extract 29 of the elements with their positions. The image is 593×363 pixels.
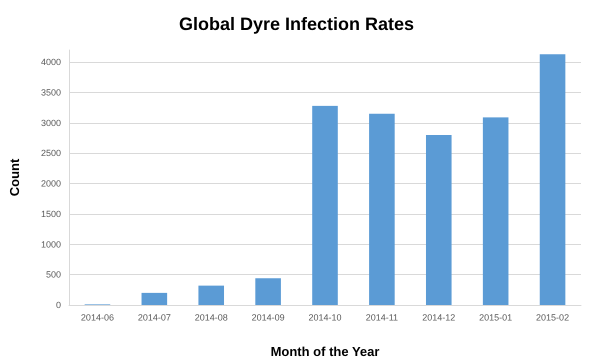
bar (369, 114, 395, 305)
y-tick-label: 1500 (40, 208, 61, 219)
y-tick-label: 2000 (40, 178, 61, 189)
bar (482, 117, 508, 305)
bar (255, 278, 281, 305)
x-tick-label: 2015-02 (536, 312, 570, 322)
x-tick-label: 2014-08 (194, 312, 228, 322)
y-tick-label: 500 (46, 270, 61, 280)
x-tick-label: 2014-12 (422, 312, 456, 322)
x-tick-label: 2015-01 (479, 312, 512, 322)
bar (312, 106, 338, 305)
y-tick-label: 3500 (40, 88, 61, 98)
bar (142, 292, 168, 305)
chart-title: Global Dyre Infection Rates (178, 14, 414, 34)
y-tick-label: 2500 (40, 148, 61, 158)
bar (540, 54, 566, 305)
y-tick-label: 3000 (40, 118, 61, 128)
x-tick-label: 2014-11 (366, 312, 398, 322)
y-tick-label: 1000 (40, 239, 61, 250)
y-tick-label: 4000 (40, 57, 61, 68)
x-tick-label: 2014-09 (252, 312, 285, 322)
bar (198, 286, 224, 305)
x-tick-label: 2014-10 (308, 312, 342, 322)
bar (426, 135, 452, 305)
x-tick-label: 2014-07 (138, 312, 171, 322)
y-axis-title: Count (7, 158, 22, 196)
y-tick-label: 0 (56, 300, 61, 310)
x-axis-title: Month of the Year (270, 344, 380, 359)
x-tick-label: 2014-06 (80, 312, 114, 322)
